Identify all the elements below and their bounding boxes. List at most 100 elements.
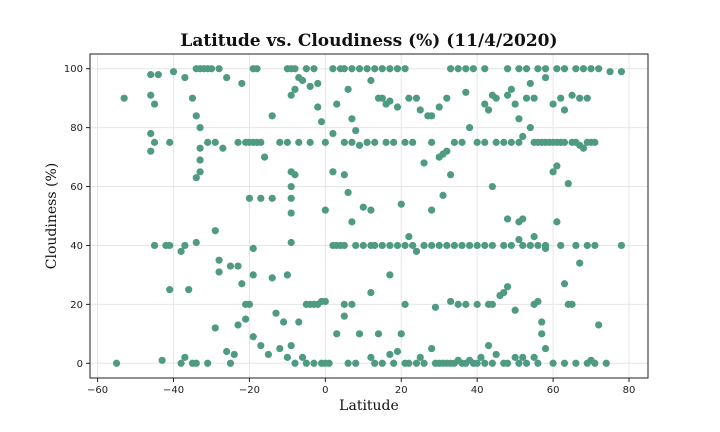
data-point	[564, 180, 572, 188]
data-point	[617, 241, 626, 250]
data-point	[488, 359, 496, 367]
data-point	[261, 153, 269, 161]
data-point	[560, 65, 569, 73]
data-point	[120, 94, 128, 102]
data-point	[340, 138, 348, 146]
data-point	[302, 65, 310, 73]
data-point	[245, 194, 254, 202]
data-point	[534, 241, 542, 250]
data-point	[196, 156, 204, 164]
data-point	[393, 241, 402, 250]
data-point	[325, 359, 333, 367]
data-point	[477, 353, 485, 361]
data-point	[557, 94, 565, 102]
data-point	[340, 312, 348, 320]
data-point	[344, 359, 352, 367]
x-axis-ticks: −60 −40 −20 0 20 40 60 80	[87, 378, 635, 396]
data-point	[333, 100, 341, 108]
data-point	[541, 241, 550, 250]
data-point	[428, 112, 436, 120]
data-point	[378, 241, 386, 250]
data-point	[340, 300, 348, 308]
data-point	[435, 103, 443, 111]
data-point	[530, 94, 538, 102]
y-tick-label: 0	[77, 359, 83, 370]
data-point	[298, 76, 307, 85]
data-point	[196, 124, 204, 132]
data-point	[553, 162, 561, 170]
data-point	[560, 359, 569, 367]
data-point	[215, 268, 223, 276]
data-point	[287, 182, 295, 191]
data-point	[393, 347, 402, 356]
data-point	[390, 138, 398, 146]
data-point	[177, 247, 185, 255]
data-point	[390, 359, 398, 367]
x-tick-label: 80	[623, 385, 636, 396]
data-point	[276, 138, 284, 146]
data-point	[211, 138, 219, 146]
data-point	[397, 330, 405, 338]
data-point	[549, 168, 557, 176]
data-point	[511, 100, 519, 108]
data-point	[393, 65, 402, 73]
x-tick-label: 40	[471, 385, 484, 396]
x-tick-label: −40	[163, 385, 184, 396]
data-point	[488, 300, 496, 308]
data-point	[488, 241, 496, 250]
data-point	[226, 262, 235, 270]
data-point	[150, 241, 159, 250]
data-point	[412, 359, 421, 367]
data-point	[572, 359, 580, 367]
data-point	[560, 106, 569, 114]
data-point	[291, 85, 299, 93]
data-point	[238, 280, 246, 288]
data-point	[447, 65, 455, 73]
data-point	[291, 359, 299, 367]
data-point	[272, 309, 280, 317]
data-point	[150, 138, 159, 146]
data-point	[530, 233, 538, 241]
data-point	[481, 241, 489, 250]
data-point	[371, 359, 379, 367]
data-point	[500, 288, 508, 297]
data-point	[348, 65, 356, 73]
data-point	[181, 73, 189, 82]
data-point	[595, 321, 603, 329]
data-point	[314, 79, 322, 88]
data-point	[515, 138, 523, 146]
data-point	[352, 126, 360, 135]
data-point	[515, 115, 523, 123]
data-point	[234, 138, 242, 146]
data-point	[579, 65, 588, 73]
data-point	[204, 138, 212, 146]
data-point	[291, 171, 299, 179]
data-point	[572, 65, 580, 73]
data-point	[257, 194, 265, 202]
y-tick-label: 20	[70, 300, 83, 311]
data-point	[450, 241, 459, 250]
data-point	[386, 350, 394, 359]
data-point	[488, 182, 496, 191]
data-point	[447, 171, 455, 179]
data-point	[223, 347, 231, 356]
data-point	[393, 103, 402, 111]
y-axis-label: Cloudiness (%)	[44, 163, 60, 269]
data-point	[386, 271, 394, 279]
data-point	[287, 238, 295, 247]
data-point	[192, 174, 200, 182]
data-point	[541, 73, 550, 82]
data-point	[204, 359, 212, 367]
data-point	[314, 103, 322, 111]
data-point	[291, 65, 299, 73]
data-point	[378, 94, 386, 102]
data-point	[515, 65, 523, 73]
data-point	[230, 350, 238, 359]
data-point	[591, 241, 599, 250]
data-point	[283, 138, 291, 146]
data-point	[541, 344, 550, 353]
data-point	[196, 168, 204, 176]
data-point	[329, 65, 337, 73]
data-point	[553, 65, 561, 73]
x-tick-label: 20	[395, 385, 408, 396]
